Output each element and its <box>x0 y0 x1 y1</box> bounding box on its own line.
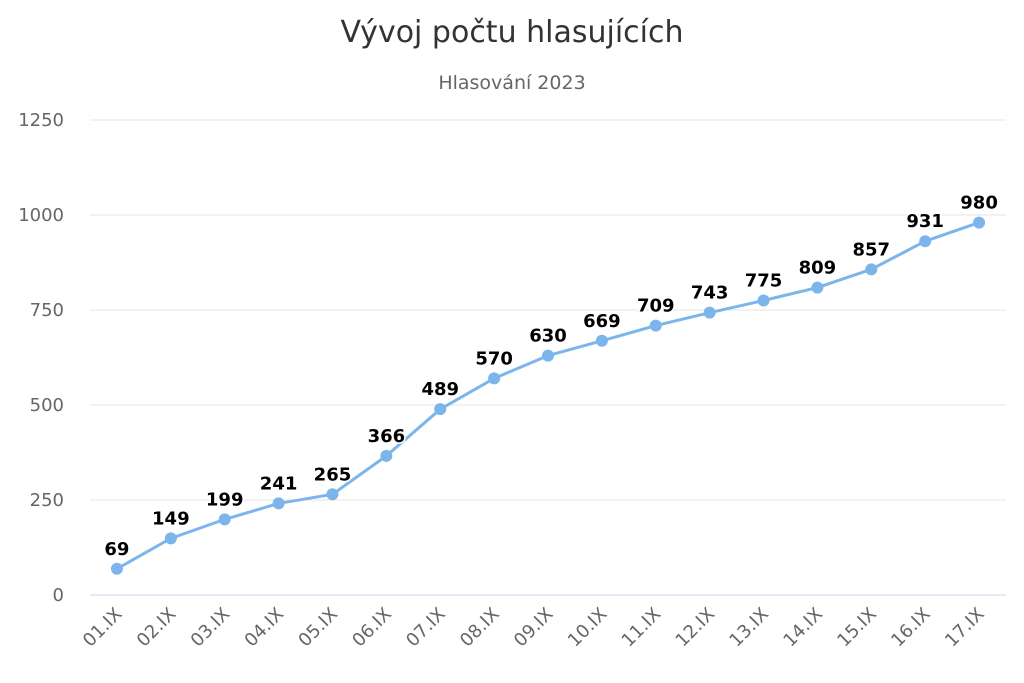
data-label: 69 <box>104 539 129 560</box>
data-labels: 69 149 199 241 265 366 489 570 630 669 709 743 775 80… <box>103 191 999 561</box>
data-label: 809 <box>799 258 837 279</box>
data-point[interactable] <box>649 319 662 332</box>
data-label: 669 <box>583 311 621 332</box>
x-tick-label: 11.IX <box>618 604 666 652</box>
y-tick-label: 500 <box>30 395 64 416</box>
data-point[interactable] <box>973 216 986 229</box>
data-point[interactable] <box>488 372 501 385</box>
x-tick-label: 06.IX <box>348 604 396 652</box>
x-tick-label: 08.IX <box>456 604 504 652</box>
x-tick-label: 01.IX <box>79 604 127 652</box>
data-point[interactable] <box>380 449 393 462</box>
data-point[interactable] <box>757 294 770 307</box>
data-point[interactable] <box>811 281 824 294</box>
data-point[interactable] <box>218 513 231 526</box>
data-label: 570 <box>475 348 513 369</box>
data-point[interactable] <box>272 497 285 510</box>
data-point[interactable] <box>434 403 447 416</box>
gridlines <box>90 119 1006 501</box>
y-tick-label: 1250 <box>18 110 64 131</box>
data-point[interactable] <box>110 562 123 575</box>
data-point[interactable] <box>164 532 177 545</box>
x-tick-label: 13.IX <box>726 604 774 652</box>
series-line-path <box>115 221 981 571</box>
x-tick-label: 05.IX <box>294 604 342 652</box>
data-point[interactable] <box>326 488 339 501</box>
chart-title: Vývoj počtu hlasujících <box>340 15 683 50</box>
series-line <box>115 221 981 571</box>
x-tick-label: 03.IX <box>187 604 235 652</box>
x-tick-label: 17.IX <box>941 604 989 652</box>
x-tick-label: 15.IX <box>833 604 881 652</box>
x-tick-label: 07.IX <box>402 604 450 652</box>
data-point[interactable] <box>595 334 608 347</box>
data-label: 489 <box>421 379 459 400</box>
data-label: 857 <box>853 239 891 260</box>
x-tick-label: 10.IX <box>564 604 612 652</box>
data-label: 630 <box>529 326 567 347</box>
data-label: 149 <box>152 508 190 529</box>
y-tick-label: 0 <box>53 585 64 606</box>
data-label: 743 <box>691 283 729 304</box>
data-point[interactable] <box>919 235 932 248</box>
data-points <box>110 216 986 575</box>
data-label: 931 <box>906 211 944 232</box>
x-axis: 01.IX 02.IX 03.IX 04.IX 05.IX 06.IX 07.IX 08.IX… <box>79 594 1006 652</box>
x-tick-label: 14.IX <box>779 604 827 652</box>
data-label: 980 <box>960 193 998 214</box>
data-label: 709 <box>637 296 675 317</box>
data-label: 265 <box>314 464 352 485</box>
data-label: 199 <box>206 489 244 510</box>
y-tick-label: 1000 <box>18 205 64 226</box>
data-label: 775 <box>745 271 783 292</box>
data-point[interactable] <box>865 263 878 276</box>
x-tick-label: 16.IX <box>887 604 935 652</box>
x-tick-label: 12.IX <box>672 604 720 652</box>
data-point[interactable] <box>542 349 554 362</box>
y-tick-label: 750 <box>30 300 64 321</box>
y-axis: 0 250 500 750 1000 1250 <box>18 110 64 606</box>
x-tick-label: 09.IX <box>510 604 558 652</box>
data-point[interactable] <box>703 306 716 319</box>
y-tick-label: 250 <box>30 490 64 511</box>
x-tick-label: 02.IX <box>133 604 181 652</box>
x-tick-label: 04.IX <box>241 604 289 652</box>
data-label: 241 <box>260 473 298 494</box>
chart-subtitle: Hlasování 2023 <box>438 72 585 94</box>
data-label: 366 <box>368 426 406 447</box>
